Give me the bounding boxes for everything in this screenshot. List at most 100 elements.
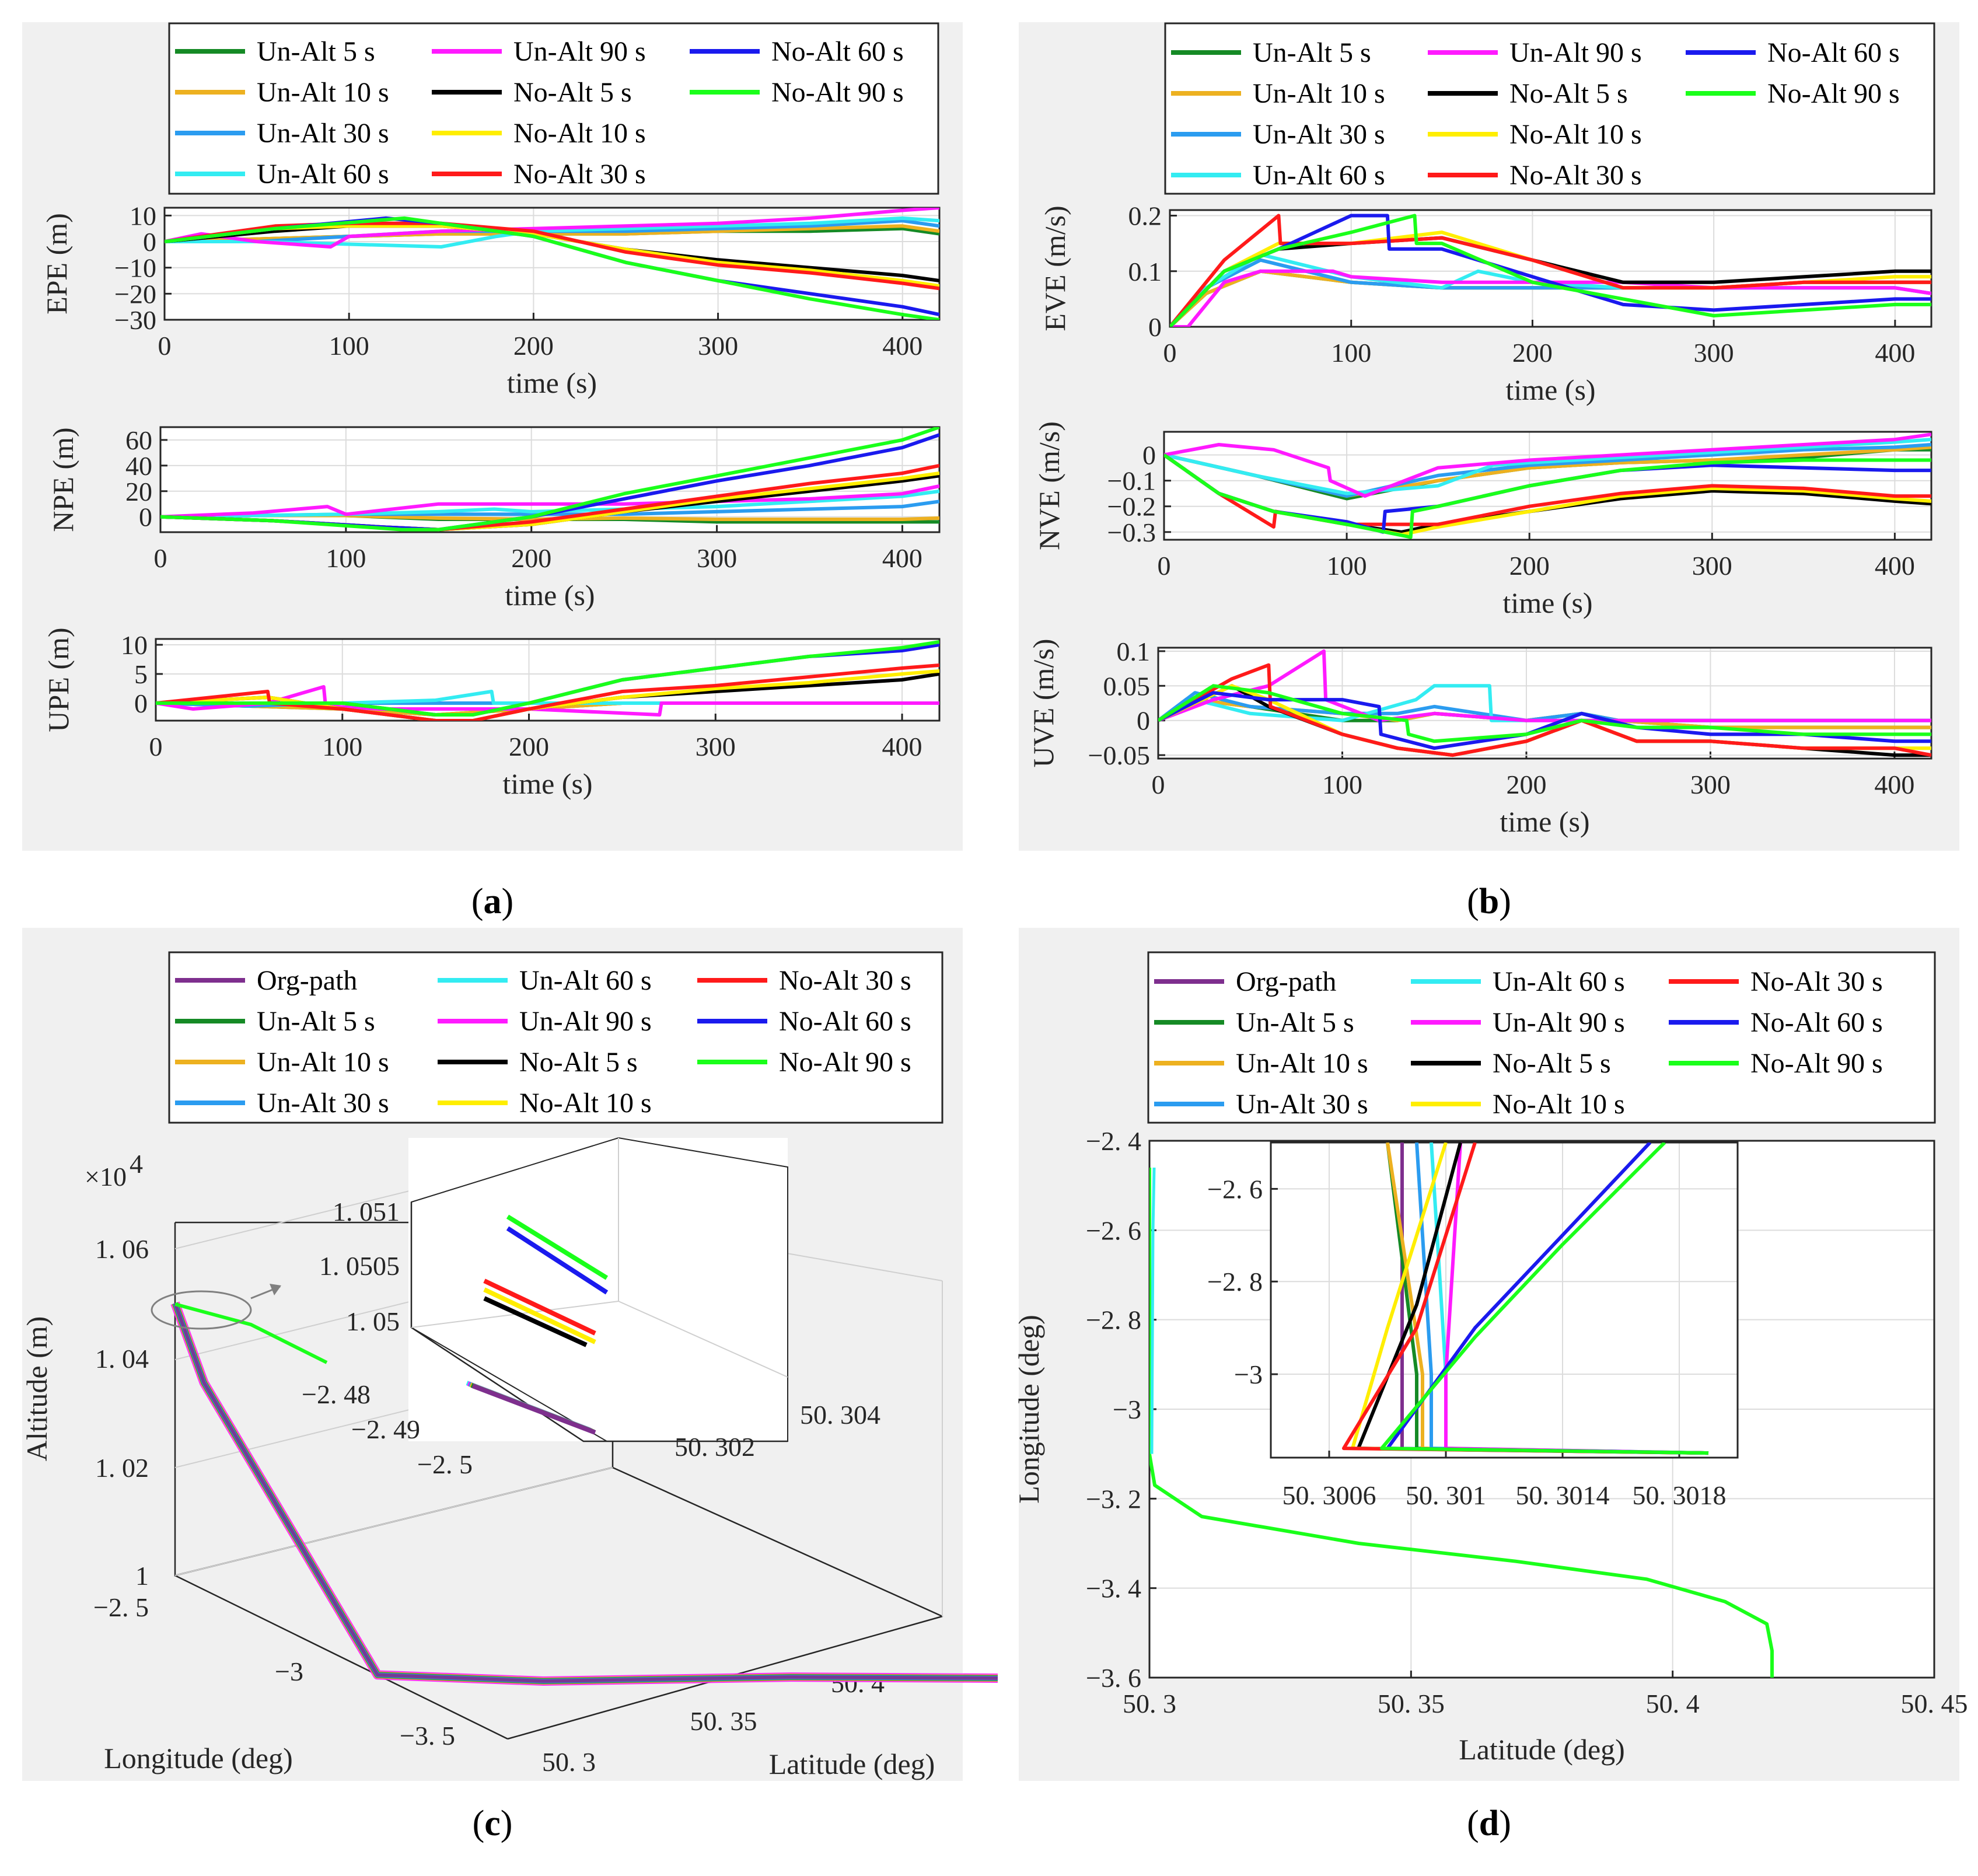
tick-label-z: 1. 04 bbox=[95, 1344, 149, 1374]
legend-label-no-alt-5-s: No-Alt 5 s bbox=[519, 1047, 638, 1078]
caption-letter-d: d bbox=[1479, 1804, 1499, 1843]
inset-line-no-alt-60-s bbox=[506, 1226, 609, 1295]
legend-label-no-alt-30-s: No-Alt 30 s bbox=[1509, 160, 1642, 191]
series-group-b3 bbox=[1158, 649, 1931, 757]
legend-label-no-alt-5-s: No-Alt 5 s bbox=[1509, 78, 1628, 109]
tick-label-x: 100 bbox=[1322, 770, 1362, 799]
legend-box-d bbox=[1147, 951, 1936, 1124]
tick-label-x: 400 bbox=[882, 732, 922, 761]
tick-label-y: −0.2 bbox=[1107, 492, 1156, 522]
legend-label-no-alt-90-s: No-Alt 90 s bbox=[779, 1047, 911, 1078]
tick-label-y: 10 bbox=[130, 201, 156, 230]
tick-label-y: −2. 8 bbox=[1207, 1267, 1263, 1297]
inset-tick-lon: −2. 49 bbox=[351, 1414, 420, 1444]
legend-label-no-alt-90-s: No-Alt 90 s bbox=[1750, 1048, 1883, 1079]
series-line-no-alt-90-s bbox=[1158, 684, 1931, 743]
tick-label-y: −3. 2 bbox=[1086, 1484, 1141, 1514]
tick-label-lon: −3 bbox=[275, 1657, 303, 1686]
legend-label-no-alt-30-s: No-Alt 30 s bbox=[513, 159, 646, 190]
tick-label-lat: 50. 35 bbox=[690, 1706, 757, 1736]
tick-label-z: 1. 02 bbox=[95, 1453, 149, 1483]
legend-label-un-alt-60-s: Un-Alt 60 s bbox=[257, 159, 389, 190]
legend-box-c bbox=[168, 951, 943, 1124]
axes-frame-d-inset bbox=[1270, 1141, 1739, 1459]
tick-label-y: −2. 8 bbox=[1086, 1305, 1141, 1335]
path-line-org-path bbox=[173, 1302, 998, 1683]
tick-label-x: 50. 45 bbox=[1901, 1689, 1968, 1718]
tick-label-y: −30 bbox=[114, 305, 156, 335]
caption-paren-open: ( bbox=[473, 1804, 485, 1843]
tick-label-x: 300 bbox=[1690, 770, 1731, 799]
series-group-d-inset bbox=[1342, 1143, 1709, 1455]
tick-label-x: 0 bbox=[1152, 770, 1165, 799]
axes-frame-b1 bbox=[1169, 209, 1932, 328]
inset-grid-floor2 bbox=[618, 1301, 788, 1378]
legend-label-un-alt-5-s: Un-Alt 5 s bbox=[1253, 37, 1371, 68]
tick-label-x: 100 bbox=[322, 732, 362, 761]
tick-label-y: −2. 6 bbox=[1207, 1174, 1263, 1204]
tick-label-y: 0 bbox=[143, 227, 156, 257]
legend-label-no-alt-10-s: No-Alt 10 s bbox=[1493, 1089, 1625, 1120]
series-line-un-alt-90-s bbox=[160, 484, 939, 519]
tick-label-x: 50. 35 bbox=[1378, 1689, 1445, 1718]
caption-paren-close: ) bbox=[501, 1804, 513, 1843]
tick-label-lat: 50. 3 bbox=[542, 1747, 596, 1777]
caption-paren-open: ( bbox=[1467, 882, 1479, 921]
inset-line-no-alt-90-s bbox=[506, 1214, 609, 1280]
x-axis-label: time (s) bbox=[1502, 586, 1592, 619]
series-line-no-alt-90-s bbox=[160, 427, 939, 532]
series-line-no-alt-90-s bbox=[165, 216, 939, 320]
z-exponent: ×10 bbox=[85, 1162, 127, 1192]
inset-tick-z: 1. 05 bbox=[346, 1306, 400, 1336]
inset-line-no-alt-5-s bbox=[483, 1296, 588, 1347]
axes-c-3d: 1 1. 02 1. 04 1. 06 ×10 4 Altitude (m) −2. 5 −3 −… bbox=[20, 1137, 998, 1780]
caption-b: (b) bbox=[1467, 882, 1511, 921]
tick-label-x: 0 bbox=[154, 543, 167, 573]
tick-label-x: 200 bbox=[513, 331, 554, 361]
series-group-a2 bbox=[160, 427, 939, 532]
series-line-un-alt-90-s bbox=[1164, 432, 1931, 498]
series-group-b2 bbox=[1164, 432, 1931, 539]
tick-label-y: −0.3 bbox=[1107, 518, 1156, 547]
legend-label-no-alt-60-s: No-Alt 60 s bbox=[1750, 1007, 1883, 1038]
tick-label-x: 300 bbox=[1694, 338, 1734, 368]
tick-label-y: 0.1 bbox=[1117, 637, 1151, 666]
tick-label-y: 40 bbox=[125, 451, 152, 481]
tick-label-x: 400 bbox=[1874, 770, 1914, 799]
y-axis-label: EPE (m) bbox=[40, 213, 73, 315]
series-line-un-alt-60-s bbox=[160, 489, 939, 519]
x-axis-label: time (s) bbox=[507, 366, 597, 399]
tick-label-y: −2. 6 bbox=[1086, 1215, 1141, 1245]
inset-tick-lat: 50. 302 bbox=[675, 1432, 755, 1462]
tick-label-y: 20 bbox=[125, 477, 152, 506]
legend-label-un-alt-10-s: Un-Alt 10 s bbox=[257, 1047, 389, 1078]
x-axis-label: time (s) bbox=[505, 579, 595, 612]
axes-b1: 0 100 200 300 400 0.2 0.1 0 time (s) EVE (m/s) bbox=[1039, 201, 1932, 406]
tick-label-x: 100 bbox=[1327, 551, 1367, 581]
legend-box-b bbox=[1164, 22, 1935, 195]
series-line-no-alt-90-s bbox=[156, 640, 939, 717]
tick-label-z: 1 bbox=[135, 1561, 149, 1591]
floor-front-edge bbox=[174, 1574, 508, 1740]
tick-label-x: 200 bbox=[1506, 770, 1546, 799]
legend-label-un-alt-5-s: Un-Alt 5 s bbox=[257, 36, 375, 67]
series-line-no-alt-30-s bbox=[1158, 663, 1931, 757]
tick-label-y: 0.2 bbox=[1128, 201, 1162, 231]
zoom-ellipse bbox=[151, 1290, 252, 1330]
inset-tick-lon: −2. 5 bbox=[417, 1449, 473, 1479]
tick-label-x: 100 bbox=[326, 543, 366, 573]
series-line-un-alt-60-s bbox=[1164, 438, 1931, 495]
x-axis-label: Latitude (deg) bbox=[769, 1748, 935, 1780]
legend-label-un-alt-5-s: Un-Alt 5 s bbox=[257, 1006, 375, 1037]
series-line-no-alt-90-s bbox=[1149, 1168, 1774, 1678]
tick-label-y: −0.1 bbox=[1107, 466, 1156, 496]
path-line-no-alt-90-s-start bbox=[174, 1302, 328, 1364]
tick-label-x: 200 bbox=[511, 543, 551, 573]
tick-label-x: 400 bbox=[882, 331, 922, 361]
legend-label-no-alt-10-s: No-Alt 10 s bbox=[1509, 119, 1642, 150]
legend-label-org-path: Org-path bbox=[1236, 966, 1336, 997]
legend-label-un-alt-90-s: Un-Alt 90 s bbox=[1509, 37, 1642, 68]
legend-label-no-alt-60-s: No-Alt 60 s bbox=[771, 36, 904, 67]
inset-tick-z: 1. 0505 bbox=[319, 1251, 400, 1281]
